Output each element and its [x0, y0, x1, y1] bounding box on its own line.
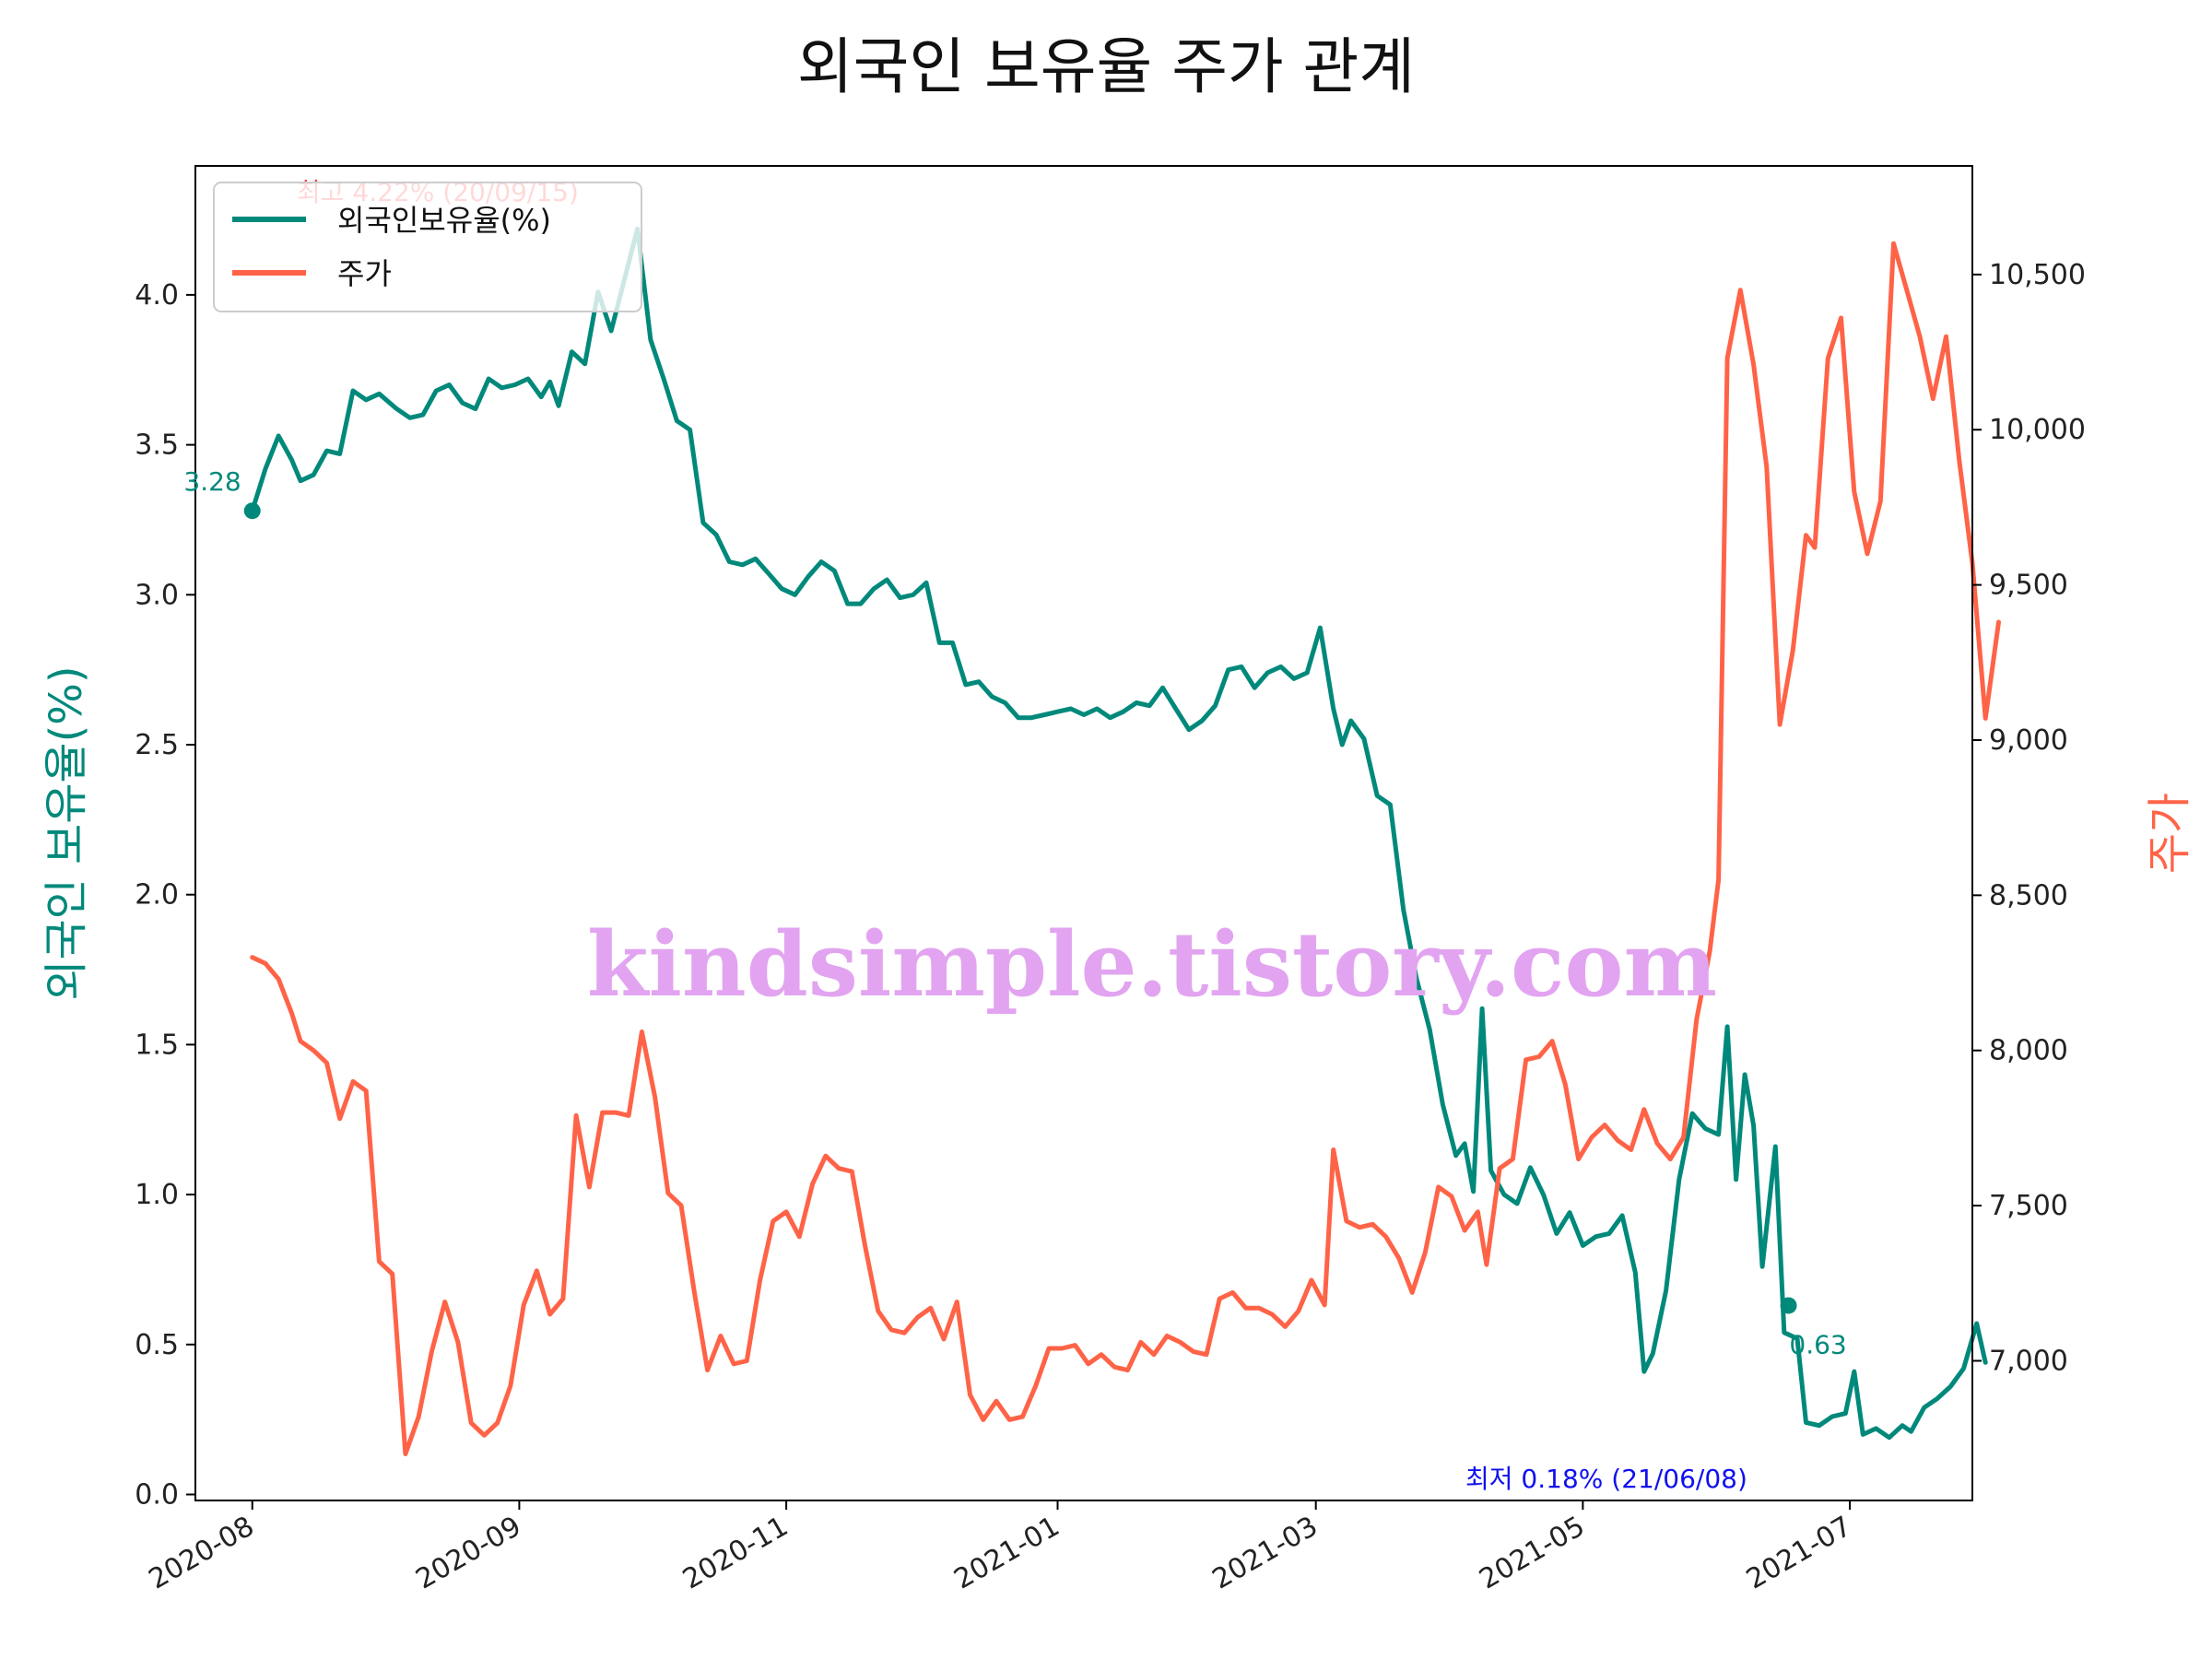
legend-label-stock-price: 주가 — [337, 256, 392, 291]
right-tick-label: 9,500 — [1989, 570, 2068, 602]
end-point-marker — [1780, 1297, 1797, 1314]
left-tick-label: 3.0 — [135, 579, 179, 611]
series-layer — [250, 226, 2001, 1456]
plot-frame — [194, 165, 1973, 1501]
right-tick-label: 8,500 — [1989, 879, 2068, 912]
right-axis-label: 주가 — [2144, 793, 2195, 874]
right-tick-label: 7,500 — [1989, 1190, 2068, 1222]
legend-box — [213, 182, 642, 312]
left-tick-label: 4.0 — [135, 279, 179, 312]
chart-title: 외국인 보유율 주가 관계 — [797, 31, 1415, 102]
end-value-label: 0.63 — [1789, 1329, 1846, 1359]
left-tick-label: 2.0 — [135, 879, 179, 912]
left-tick-label: 1.0 — [135, 1179, 179, 1211]
left-tick-label: 1.5 — [135, 1029, 179, 1061]
legend: 외국인보유율(%) 주가 — [213, 182, 642, 312]
series-line-foreign-ratio — [250, 226, 1988, 1441]
right-tick-label: 9,000 — [1989, 724, 2068, 757]
left-axis: 0.0 0.5 1.0 1.5 2.0 2.5 3.0 3.5 4.0 — [135, 279, 195, 1511]
start-point-marker — [243, 502, 261, 520]
left-tick-label: 0.0 — [135, 1478, 179, 1511]
right-tick-label: 10,500 — [1989, 259, 2086, 291]
series-line-stock-price — [250, 241, 2001, 1456]
right-tick-label: 10,000 — [1989, 414, 2086, 446]
left-tick-label: 2.5 — [135, 729, 179, 761]
right-tick-label: 7,000 — [1989, 1345, 2068, 1377]
left-tick-label: 3.5 — [135, 429, 179, 462]
right-tick-label: 8,000 — [1989, 1035, 2068, 1067]
legend-label-foreign-ratio: 외국인보유율(%) — [337, 203, 551, 238]
left-axis-label: 외국인 보유율(%) — [41, 665, 92, 1000]
left-tick-label: 0.5 — [135, 1329, 179, 1361]
start-value-label: 3.28 — [183, 466, 241, 497]
right-axis: 7,000 7,500 8,000 8,500 9,000 9,500 10,000 10,5… — [1972, 259, 2086, 1377]
watermark: kindsimple.tistory.com — [587, 912, 1717, 1017]
min-value-label: 최저 0.18% (21/06/08) — [1465, 1464, 1747, 1494]
